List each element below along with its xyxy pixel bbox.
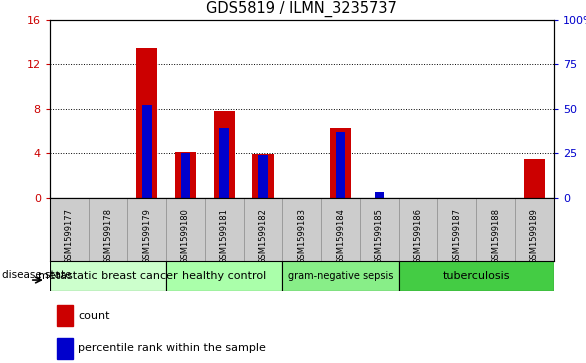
- Bar: [142, 105, 152, 198]
- Bar: [374, 192, 384, 198]
- Bar: [50, 261, 166, 291]
- Bar: [524, 159, 545, 198]
- Bar: [258, 155, 268, 198]
- Bar: [175, 152, 196, 198]
- Title: GDS5819 / ILMN_3235737: GDS5819 / ILMN_3235737: [206, 1, 397, 17]
- Bar: [180, 153, 190, 198]
- Bar: [282, 261, 398, 291]
- Bar: [57, 338, 73, 359]
- Text: gram-negative sepsis: gram-negative sepsis: [288, 272, 393, 281]
- Text: healthy control: healthy control: [182, 272, 267, 281]
- Bar: [398, 261, 554, 291]
- Text: metastatic breast cancer: metastatic breast cancer: [38, 272, 178, 281]
- Bar: [136, 48, 158, 198]
- Bar: [214, 111, 235, 198]
- Bar: [336, 132, 345, 198]
- Bar: [166, 261, 282, 291]
- Bar: [253, 155, 274, 198]
- Bar: [330, 128, 351, 198]
- Text: count: count: [78, 311, 110, 321]
- Bar: [220, 129, 229, 198]
- Text: disease state: disease state: [2, 270, 71, 280]
- Bar: [57, 305, 73, 326]
- Text: percentile rank within the sample: percentile rank within the sample: [78, 343, 266, 354]
- Text: tuberculosis: tuberculosis: [442, 272, 510, 281]
